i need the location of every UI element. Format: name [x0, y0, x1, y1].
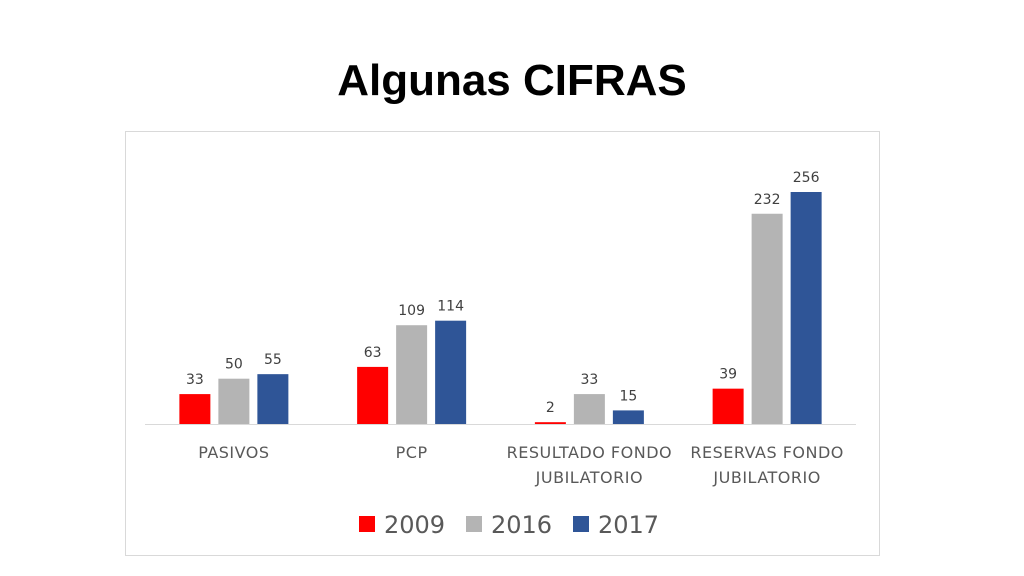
bar-2017 — [435, 320, 467, 424]
data-label: 39 — [719, 367, 737, 383]
data-label: 55 — [264, 352, 282, 368]
legend-label: 2009 — [384, 511, 445, 539]
legend-swatch — [359, 516, 375, 532]
legend-swatch — [466, 516, 482, 532]
bar-2016 — [396, 325, 428, 424]
data-label: 2 — [546, 400, 555, 416]
category-label: PASIVOS — [198, 443, 269, 462]
category-label: PCP — [396, 443, 428, 462]
legend-label: 2017 — [598, 511, 659, 539]
bar-2009 — [357, 366, 389, 424]
data-label: 33 — [580, 372, 598, 388]
data-label: 232 — [754, 192, 781, 208]
bar-2009 — [712, 388, 744, 424]
bar-2016 — [751, 213, 783, 424]
data-label: 33 — [186, 372, 204, 388]
bar-2016 — [218, 378, 250, 424]
bar-2017 — [790, 192, 822, 424]
category-label: JUBILATORIO — [712, 468, 820, 487]
data-label: 50 — [225, 357, 243, 373]
bar-2009 — [179, 394, 211, 424]
data-label: 256 — [793, 170, 820, 186]
category-label: JUBILATORIO — [535, 468, 643, 487]
data-label: 15 — [619, 388, 637, 404]
bar-2017 — [257, 374, 289, 424]
bar-2017 — [612, 410, 644, 424]
category-label: RESULTADO FONDO — [507, 443, 672, 462]
data-label: 109 — [398, 303, 425, 319]
bar-2009 — [534, 422, 566, 424]
legend-label: 2016 — [491, 511, 552, 539]
legend-swatch — [573, 516, 589, 532]
slide-title: Algunas CIFRAS — [337, 56, 687, 105]
bar-2016 — [573, 394, 605, 424]
data-label: 114 — [437, 299, 464, 315]
category-label: RESERVAS FONDO — [690, 443, 844, 462]
data-label: 63 — [364, 345, 382, 361]
